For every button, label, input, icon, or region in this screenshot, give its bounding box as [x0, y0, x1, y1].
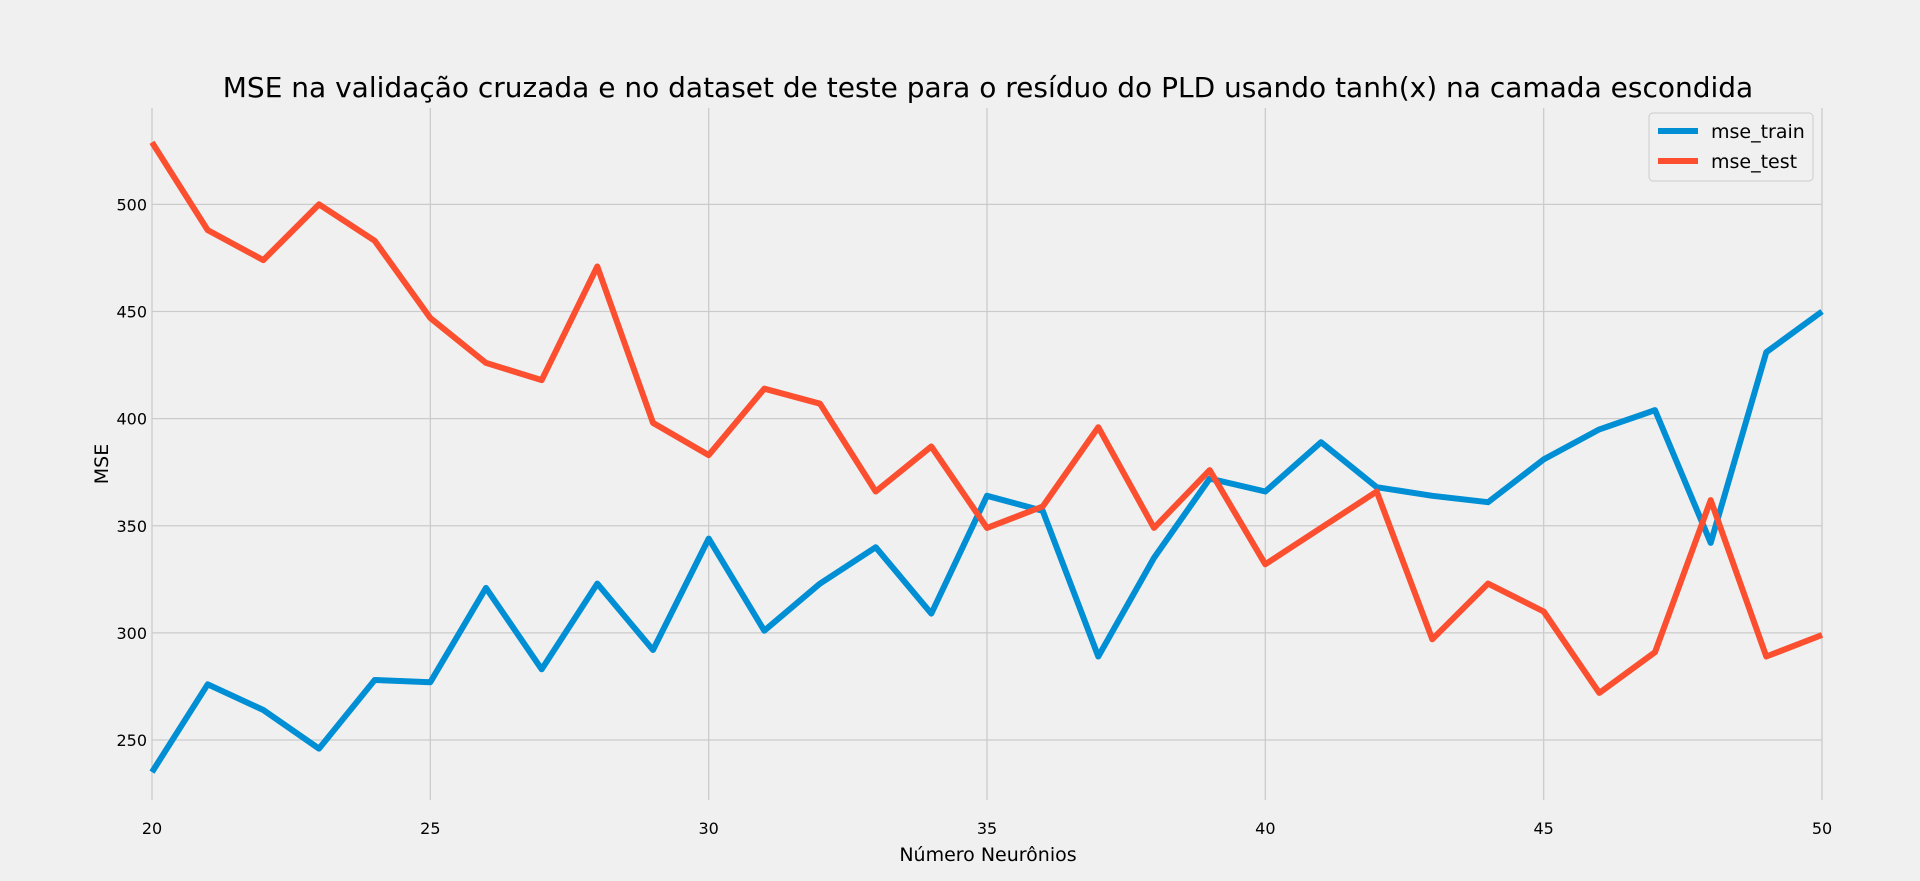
y-tick-label: 450 [116, 303, 147, 322]
x-tick-label: 20 [142, 819, 162, 838]
tick-labels: 250 300 350 400 450 500 20 25 30 35 40 45 50 [116, 195, 1832, 838]
grid [151, 108, 1823, 800]
series-lines [149, 140, 1824, 774]
y-tick-label: 250 [116, 731, 147, 750]
x-tick-label: 40 [1255, 819, 1275, 838]
legend-label-mse_train: mse_train [1711, 121, 1805, 143]
x-tick-label: 30 [698, 819, 718, 838]
legend-label-mse_test: mse_test [1711, 151, 1797, 173]
x-tick-label: 45 [1533, 819, 1553, 838]
x-axis-label: Número Neurônios [899, 844, 1076, 866]
y-axis-label: MSE [91, 444, 113, 484]
x-tick-label: 25 [420, 819, 440, 838]
chart-title: MSE na validação cruzada e no dataset de… [223, 71, 1753, 104]
y-tick-label: 500 [116, 195, 147, 214]
legend: mse_train mse_test [1648, 112, 1814, 182]
series-line-mse_train [149, 309, 1824, 774]
y-tick-label: 400 [116, 410, 147, 429]
x-tick-label: 35 [977, 819, 997, 838]
series-line-mse_test [149, 140, 1824, 696]
y-tick-label: 300 [116, 624, 147, 643]
y-tick-label: 350 [116, 517, 147, 536]
x-tick-label: 50 [1812, 819, 1832, 838]
